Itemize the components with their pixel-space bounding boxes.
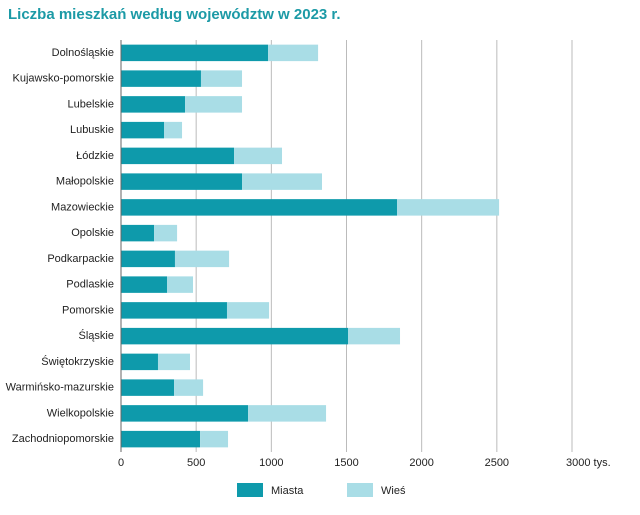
- bar-segment: [121, 199, 398, 216]
- bar-segment: [121, 147, 235, 165]
- bar-segment: [121, 379, 175, 396]
- bar-segment: [121, 276, 168, 293]
- bar-segment: [121, 250, 175, 268]
- x-tick-label: 2500: [485, 457, 509, 469]
- bar-segment: [248, 405, 327, 422]
- y-tick-label: Warmińsko-mazurskie: [6, 382, 114, 394]
- x-tick-label: 1000: [259, 457, 283, 469]
- y-tick-label: Wielkopolskie: [47, 407, 114, 419]
- x-tick-label: 1500: [334, 457, 358, 469]
- bar-segment: [174, 250, 230, 268]
- bar-segment: [121, 173, 243, 190]
- x-tick-label: 500: [187, 457, 205, 469]
- bar-segment: [121, 121, 164, 139]
- bar-segment: [185, 96, 243, 113]
- bar-segment: [121, 224, 155, 242]
- x-tick-label: 3000 tys.: [566, 457, 611, 469]
- bar-segment: [121, 353, 158, 371]
- y-tick-label: Lubelskie: [68, 98, 114, 110]
- bar-segment: [200, 430, 229, 448]
- y-tick-label: Małopolskie: [56, 176, 114, 188]
- bar-segment: [121, 327, 349, 345]
- bar-segment: [226, 302, 270, 319]
- x-tick-label: 0: [118, 457, 124, 469]
- y-tick-label: Dolnośląskie: [52, 47, 114, 59]
- x-tick-label: 2000: [409, 457, 433, 469]
- y-tick-label: Pomorskie: [62, 304, 114, 316]
- legend-label: Miasta: [271, 485, 304, 497]
- bar-segment: [157, 353, 191, 371]
- bar-segment: [121, 96, 186, 113]
- legend-swatch: [237, 483, 263, 497]
- bar-segment: [121, 430, 201, 448]
- bar-segment: [397, 199, 500, 216]
- y-tick-label: Mazowieckie: [51, 201, 114, 213]
- bar-segment: [163, 121, 183, 139]
- bar-segment: [242, 173, 322, 190]
- y-tick-label: Zachodniopomorskie: [12, 433, 114, 445]
- legend-label: Wieś: [381, 485, 406, 497]
- bar-segment: [348, 327, 401, 345]
- y-tick-label: Świętokrzyskie: [41, 355, 114, 368]
- bar-segment: [200, 70, 243, 87]
- bar-segment: [121, 405, 249, 422]
- bar-segment: [234, 147, 283, 165]
- y-tick-label: Podkarpackie: [47, 253, 114, 265]
- y-tick-label: Śląskie: [79, 329, 114, 342]
- chart-title: Liczba mieszkań według województw w 2023…: [8, 6, 341, 23]
- bar-segment: [121, 70, 201, 87]
- bar-segment: [154, 224, 178, 242]
- bar-segment: [121, 44, 269, 62]
- bar-segment: [174, 379, 204, 396]
- legend-swatch: [347, 483, 373, 497]
- y-tick-label: Podlaskie: [66, 279, 114, 291]
- y-tick-label: Opolskie: [71, 227, 114, 239]
- bar-segment: [167, 276, 194, 293]
- y-tick-label: Łódzkie: [76, 150, 114, 162]
- y-tick-label: Lubuskie: [70, 124, 114, 136]
- bar-segment: [268, 44, 319, 62]
- bar-segment: [121, 302, 227, 319]
- y-tick-label: Kujawsko-pomorskie: [13, 73, 114, 85]
